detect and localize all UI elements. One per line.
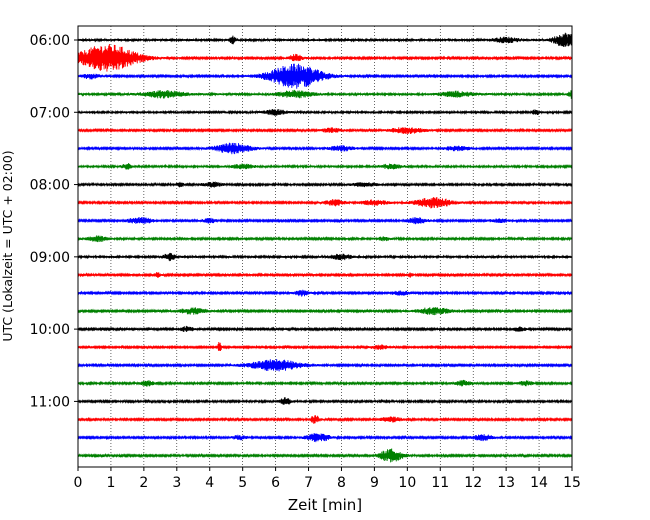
x-tick-label: 10 [398,475,416,491]
trace-0815 [77,196,573,209]
x-tick-label: 15 [563,475,581,491]
x-tick-label: 0 [74,475,83,491]
y-axis-label: UTC (Lokalzeit = UTC + 02:00) [0,150,15,341]
trace-0845 [77,235,573,243]
trace-1000 [77,325,573,333]
x-tick-label: 11 [431,475,449,491]
y-axis-ticks: 06:00 07:00 08:00 09:00 10:00 11:00 [30,33,78,410]
x-tick-label: 5 [238,475,247,491]
trace-0800 [77,181,573,188]
x-tick-label: 8 [337,475,346,491]
x-tick-label: 6 [271,475,280,491]
trace-1030 [77,358,573,372]
trace-0745 [77,163,573,170]
trace-0900 [77,252,573,262]
x-tick-label: 7 [304,475,313,491]
y-tick-label: 10:00 [30,322,70,338]
trace-1130 [77,433,573,443]
trace-1100 [77,397,573,405]
x-tick-label: 14 [530,475,548,491]
x-tick-label: 12 [464,475,482,491]
trace-0730 [77,142,573,155]
x-tick-label: 13 [497,475,515,491]
x-tick-label: 9 [370,475,379,491]
seismic-traces [77,32,573,463]
x-axis-label: Zeit [min] [288,496,362,514]
y-tick-label: 11:00 [30,394,70,410]
trace-1145 [77,448,573,463]
trace-1115 [77,415,573,424]
trace-0930 [77,289,573,297]
trace-0615 [77,43,573,72]
trace-0630 [77,63,573,89]
x-tick-label: 4 [205,475,214,491]
trace-0645 [77,89,573,99]
trace-1015 [77,341,573,351]
y-tick-label: 06:00 [30,33,70,49]
y-tick-label: 07:00 [30,105,70,121]
trace-1045 [77,379,573,387]
trace-0600 [77,32,573,47]
trace-0915 [77,272,573,278]
x-axis-ticks: 0 1 2 3 4 5 6 7 8 9 10 11 12 13 14 15 [74,467,581,491]
trace-0700 [77,108,573,116]
trace-0830 [77,216,573,225]
x-tick-label: 1 [106,475,115,491]
y-tick-label: 09:00 [30,250,70,266]
y-tick-label: 08:00 [30,178,70,194]
plot-frame [77,25,573,468]
trace-0945 [77,307,573,316]
trace-0715 [77,127,573,135]
x-tick-label: 3 [172,475,181,491]
x-tick-label: 2 [139,475,148,491]
